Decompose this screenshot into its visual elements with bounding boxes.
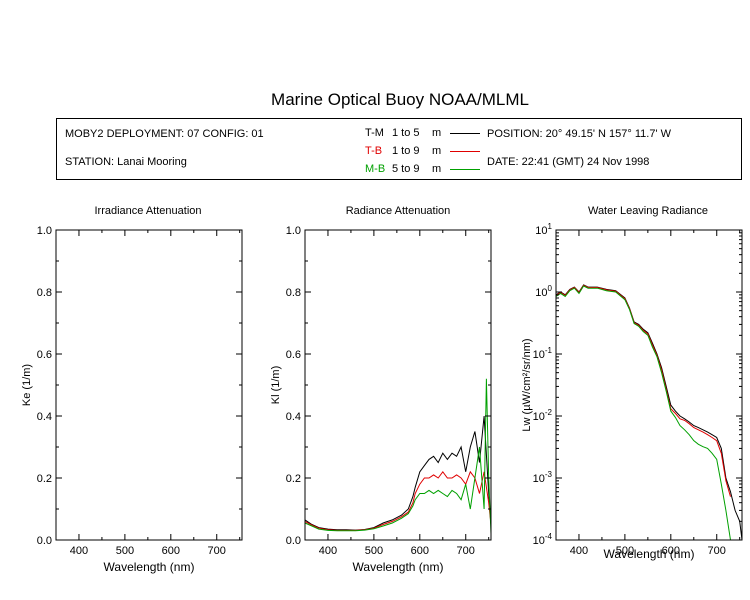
x-axis-label: Wavelength (nm) (604, 547, 695, 561)
y-tick-label: 0.6 (286, 349, 301, 361)
x-tick-label: 500 (365, 545, 383, 557)
station-text: STATION: Lanai Mooring (65, 156, 187, 168)
legend-code: T-M (365, 127, 384, 139)
x-tick-label: 500 (116, 545, 134, 557)
y-tick-label: 0.0 (37, 535, 52, 547)
plot2-title: Radiance Attenuation (345, 205, 451, 217)
legend-code: M-B (365, 163, 386, 175)
legend-swatch (450, 150, 480, 152)
legend-item-t-m: T-M 1 to 5 m (365, 127, 480, 139)
x-tick-label: 400 (70, 545, 88, 557)
series-m-b-line (555, 285, 731, 541)
legend-unit: m (432, 127, 442, 139)
y-tick-label: 100 (535, 284, 552, 299)
plot-frame (555, 229, 743, 541)
y-tick-label: 0.0 (286, 535, 301, 547)
info-box: MOBY2 DEPLOYMENT: 07 CONFIG: 01 STATION:… (56, 118, 742, 180)
y-tick-label: 0.8 (286, 287, 301, 299)
x-tick-label: 700 (208, 545, 226, 557)
legend-code: T-B (365, 145, 383, 157)
x-tick-label: 700 (457, 545, 475, 557)
x-tick-label: 400 (319, 545, 337, 557)
series-t-m-line (304, 415, 492, 531)
y-tick-label: 1.0 (286, 225, 301, 237)
legend-item-t-b: T-B 1 to 9 m (365, 145, 480, 157)
x-axis-label: Wavelength (nm) (353, 560, 444, 574)
plot-frame (55, 229, 243, 541)
legend-unit: m (432, 145, 442, 157)
plot-3: 400 500 600 700 101 100 10-1 10-2 10-3 10-4 Wavele… (521, 222, 743, 561)
legend-range: 1 to 9 (392, 145, 420, 157)
y-axis-label: Kl (1/m) (270, 366, 282, 405)
series-t-m-line (555, 284, 743, 541)
series-t-b-line (555, 284, 731, 497)
x-tick-label: 600 (662, 545, 680, 557)
x-tick-label: 700 (708, 545, 726, 557)
y-tick-label: 0.4 (37, 411, 52, 423)
y-tick-label: 0.4 (286, 411, 301, 423)
y-tick-label: 10-2 (533, 408, 553, 423)
x-tick-label: 500 (616, 545, 634, 557)
y-tick-label: 1.0 (37, 225, 52, 237)
date-text: DATE: 22:41 (GMT) 24 Nov 1998 (487, 156, 650, 168)
y-tick-label: 0.8 (37, 287, 52, 299)
x-tick-label: 400 (570, 545, 588, 557)
legend-range: 5 to 9 (392, 163, 420, 175)
page-title: Marine Optical Buoy NOAA/MLML (271, 90, 529, 109)
plot3-title: Water Leaving Radiance (587, 205, 709, 217)
legend-swatch (450, 168, 480, 170)
y-tick-label: 0.2 (37, 473, 52, 485)
legend-unit: m (432, 163, 442, 175)
y-tick-label: 10-3 (533, 470, 553, 485)
position-text: POSITION: 20° 49.15' N 157° 11.7' W (487, 128, 671, 140)
x-tick-label: 600 (162, 545, 180, 557)
y-axis-label: Lw (µW/cm²/sr/nm) (521, 338, 533, 431)
legend-item-m-b: M-B 5 to 9 m (365, 163, 480, 175)
plot-2: 400 500 600 700 0.0 0.2 0.4 0.6 0.8 1.0 Wavelength… (270, 225, 492, 574)
y-axis-label: Ke (1/m) (21, 364, 33, 406)
x-tick-label: 600 (411, 545, 429, 557)
plot1-title: Irradiance Attenuation (94, 205, 202, 217)
y-tick-label: 0.2 (286, 473, 301, 485)
x-axis-label: Wavelength (nm) (104, 560, 195, 574)
y-tick-label: 10-1 (533, 346, 553, 361)
series-m-b-line (304, 378, 492, 534)
series-t-b-line (304, 470, 492, 531)
legend-swatch (450, 132, 480, 134)
y-tick-label: 101 (535, 222, 552, 237)
legend-range: 1 to 5 (392, 127, 420, 139)
y-tick-label: 0.6 (37, 349, 52, 361)
deployment-text: MOBY2 DEPLOYMENT: 07 CONFIG: 01 (65, 128, 264, 140)
y-tick-label: 10-4 (533, 532, 553, 547)
plot-1: 400 500 600 700 0.0 0.2 0.4 0.6 0.8 1.0 Wavelength… (21, 225, 243, 574)
